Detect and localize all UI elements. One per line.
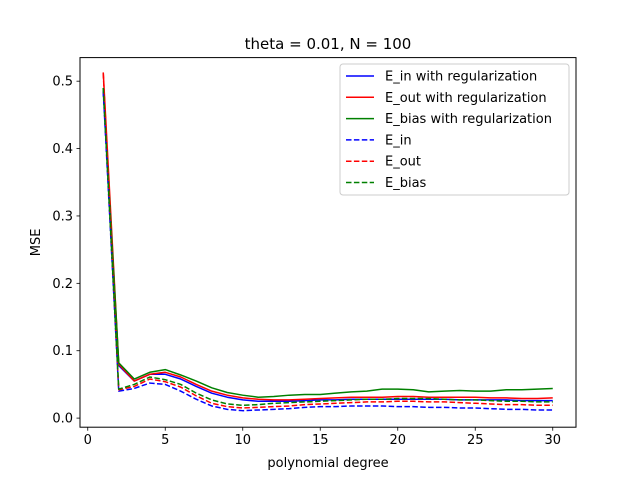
y-tick-label: 0.1 — [52, 344, 73, 359]
legend-entry-label: E_in — [385, 133, 412, 148]
y-tick-label: 0.0 — [52, 412, 73, 427]
y-tick-label: 0.3 — [52, 209, 73, 224]
plot-frame — [79, 57, 577, 428]
x-axis-label: polynomial degree — [267, 456, 388, 471]
chart-title: theta = 0.01, N = 100 — [245, 35, 412, 53]
legend-entry-label: E_bias — [385, 176, 427, 191]
series-line-e-out-with-regularization — [102, 72, 553, 401]
legend-entry-label: E_in with regularization — [385, 70, 537, 85]
x-tick-label: 10 — [234, 433, 251, 448]
y-axis-label: MSE — [29, 229, 44, 257]
legend: E_in with regularization E_out with regul… — [339, 63, 570, 196]
x-tick-label: 15 — [312, 433, 329, 448]
series-line-e-bias — [102, 87, 553, 407]
y-tick-label: 0.4 — [52, 142, 73, 157]
y-tick-label: 0.5 — [52, 75, 73, 90]
legend-entry-label: E_out — [385, 155, 421, 170]
legend-box — [339, 63, 570, 196]
y-tick-label: 0.2 — [52, 277, 73, 292]
series-line-e-out — [102, 73, 553, 409]
series-line-e-in — [102, 91, 553, 412]
x-tick-label: 30 — [544, 433, 561, 448]
legend-entry-label: E_out with regularization — [385, 91, 547, 106]
x-tick-label: 0 — [84, 433, 92, 448]
series-line-e-bias-with-regularization — [102, 87, 553, 398]
x-tick-label: 20 — [389, 433, 406, 448]
x-tick-label: 25 — [467, 433, 484, 448]
x-tick-label: 5 — [161, 433, 169, 448]
legend-entry-label: E_bias with regularization — [385, 112, 552, 127]
